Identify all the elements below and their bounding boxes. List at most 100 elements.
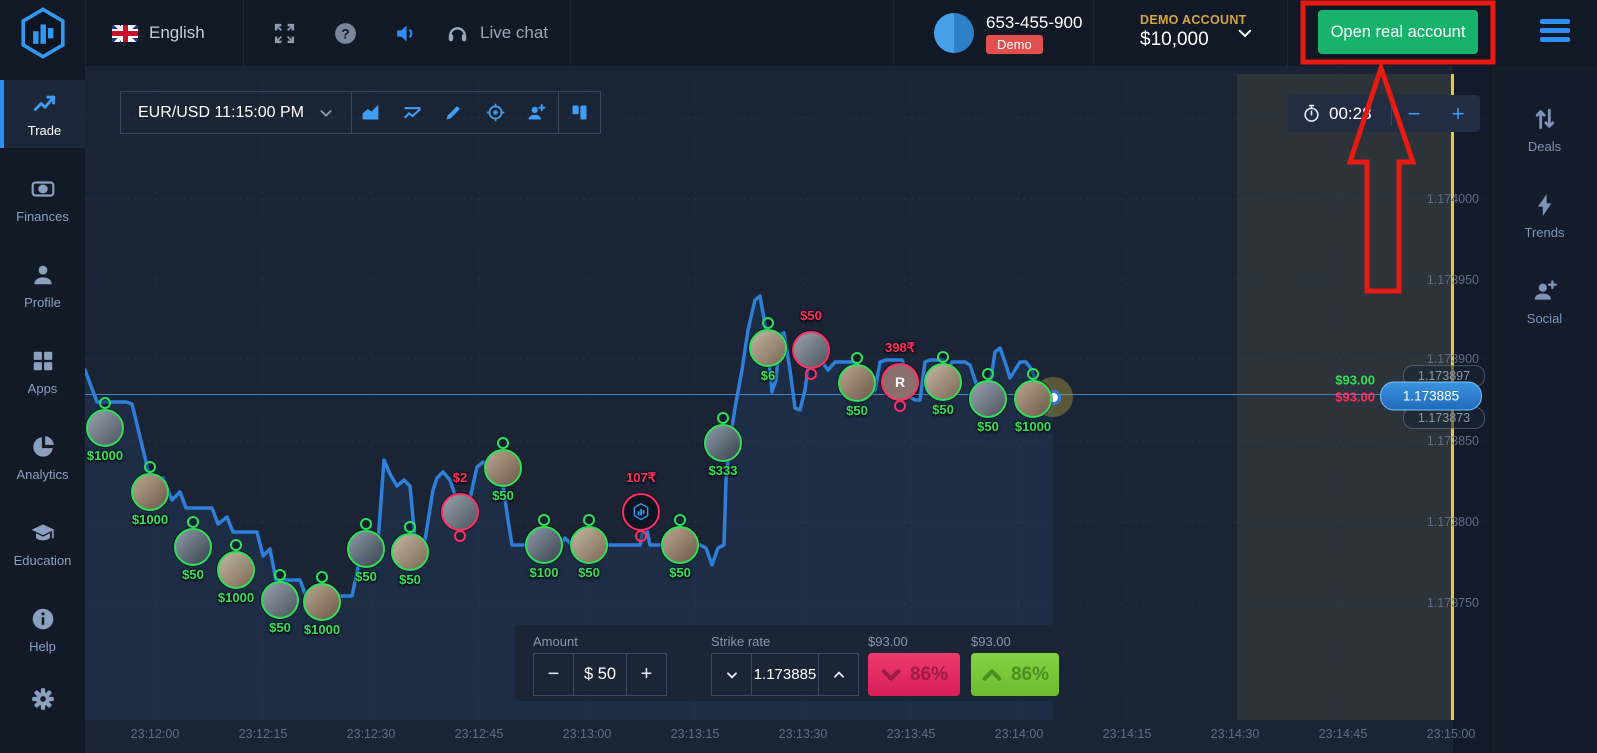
marker-avatar [525,526,563,564]
open-real-account-button[interactable]: Open real account [1318,10,1478,54]
marker-pin-icon [762,317,774,329]
price-axis-label: 1.173900 [1426,352,1479,366]
expiry-timer: 00:28 − + [1288,95,1480,132]
time-axis-label: 23:12:45 [454,727,504,741]
marker-amount: $50 [846,403,868,418]
draw-pencil-icon[interactable] [433,92,475,133]
sidebar-item-label: Deals [1527,139,1562,154]
marker-pin-icon [583,514,595,526]
line-chart-type-icon[interactable] [392,92,434,133]
strike-rate-value[interactable]: 1.173885 [751,654,819,695]
sidebar-item-social[interactable]: Social [1491,268,1597,336]
crosshair-icon[interactable] [475,92,517,133]
sidebar-item-label: Trends [1524,225,1565,240]
amount-decrease-button[interactable]: − [547,663,560,685]
sidebar-item-education[interactable]: Education [0,510,85,578]
account-chevron-down-icon[interactable] [1236,24,1254,42]
marker-amount: $50 [932,402,954,417]
marker-amount: $1000 [1014,419,1052,434]
divider [1093,0,1094,66]
marker-avatar [749,329,787,367]
ghost-rate-below: 1.173873 [1403,407,1485,429]
sidebar-item-label: Profile [24,295,61,310]
marker-amount: $50 [800,308,822,323]
right-sidebar: Deals Trends Social [1490,66,1597,753]
payout-up-label: $93.00 [971,634,1011,649]
sell-down-button[interactable]: 86% [868,653,960,696]
marker-amount: $1000 [86,448,124,463]
sidebar-item-settings[interactable] [0,676,85,722]
marker-amount: $1000 [303,622,341,637]
amount-value[interactable]: $ 50 [573,654,627,695]
sidebar-item-analytics[interactable]: Analytics [0,424,85,492]
marker-pin-icon [717,412,729,424]
time-axis-label: 23:12:15 [238,727,288,741]
divider [85,0,86,66]
time-axis-label: 23:15:00 [1426,727,1476,741]
marker-pin-icon [274,569,286,581]
sidebar-item-apps[interactable]: Apps [0,338,85,406]
help-question-icon[interactable]: ? [333,0,358,66]
marker-pin-icon [851,352,863,364]
marker-avatar [704,424,742,462]
time-axis-label: 23:12:30 [346,727,396,741]
marker-amount: 107₹ [626,470,656,485]
language-selector[interactable]: English [112,0,205,66]
marker-pin-icon [982,368,994,380]
marker-avatar [303,583,341,621]
strike-increase-button[interactable] [819,654,858,695]
marker-amount: $1000 [131,512,169,527]
copy-trading-icon[interactable] [516,92,558,133]
current-rate-pill: 1.173885 [1380,381,1482,411]
gear-icon [30,686,56,712]
marker-avatar [391,533,429,571]
marker-avatar [217,551,255,589]
person-plus-icon [1532,278,1558,304]
marker-pin-icon [404,521,416,533]
deals-arrows-icon [1532,106,1558,132]
marker-amount: $50 [977,419,999,434]
svg-text:?: ? [341,26,349,41]
live-chat-button[interactable]: Live chat [445,0,548,66]
marker-pin-icon [937,351,949,363]
area-chart-type-icon[interactable] [350,92,392,133]
layout-grid-icon[interactable] [557,92,601,133]
marker-amount: 398₹ [885,340,915,355]
asset-selector[interactable]: EUR/USD 11:15:00 PM [120,91,352,134]
sidebar-item-trends[interactable]: Trends [1491,182,1597,250]
buy-percent: 86% [1010,663,1050,685]
marker-pin-icon [99,397,111,409]
sound-icon[interactable] [393,0,418,66]
fullscreen-icon[interactable] [272,0,297,66]
chart-area: 1.1740501.1740001.1739501.1739001.173850… [85,66,1490,753]
marker-avatar [174,528,212,566]
hamburger-menu-icon[interactable] [1540,19,1570,46]
payout-down-label: $93.00 [868,634,908,649]
user-avatar[interactable] [934,13,974,53]
payout-down-amount: $93.00 [1335,389,1375,405]
demo-badge: Demo [986,35,1043,54]
sidebar-item-trade[interactable]: Trade [0,80,85,148]
marker-pin-icon [674,514,686,526]
marker-pin-icon [635,530,647,542]
sidebar-item-label: Help [29,639,56,654]
amount-increase-button[interactable]: + [640,663,653,685]
buy-up-button[interactable]: 86% [971,653,1059,696]
sidebar-item-profile[interactable]: Profile [0,252,85,320]
strike-decrease-button[interactable] [712,654,751,695]
timer-increase-button[interactable]: + [1451,100,1465,126]
marker-amount: $50 [182,567,204,582]
marker-avatar [622,493,660,531]
marker-amount: $50 [669,565,691,580]
sidebar-item-deals[interactable]: Deals [1491,96,1597,164]
time-axis-label: 23:13:15 [670,727,720,741]
marker-avatar [261,581,299,619]
sidebar-item-finances[interactable]: Finances [0,166,85,234]
graduation-cap-icon [30,520,56,546]
marker-pin-icon [538,514,550,526]
uk-flag-icon [112,24,138,42]
sidebar-item-help[interactable]: Help [0,596,85,664]
marker-amount: $1000 [217,590,255,605]
timer-decrease-button[interactable]: − [1407,100,1421,126]
sidebar-item-label: Social [1526,311,1563,326]
